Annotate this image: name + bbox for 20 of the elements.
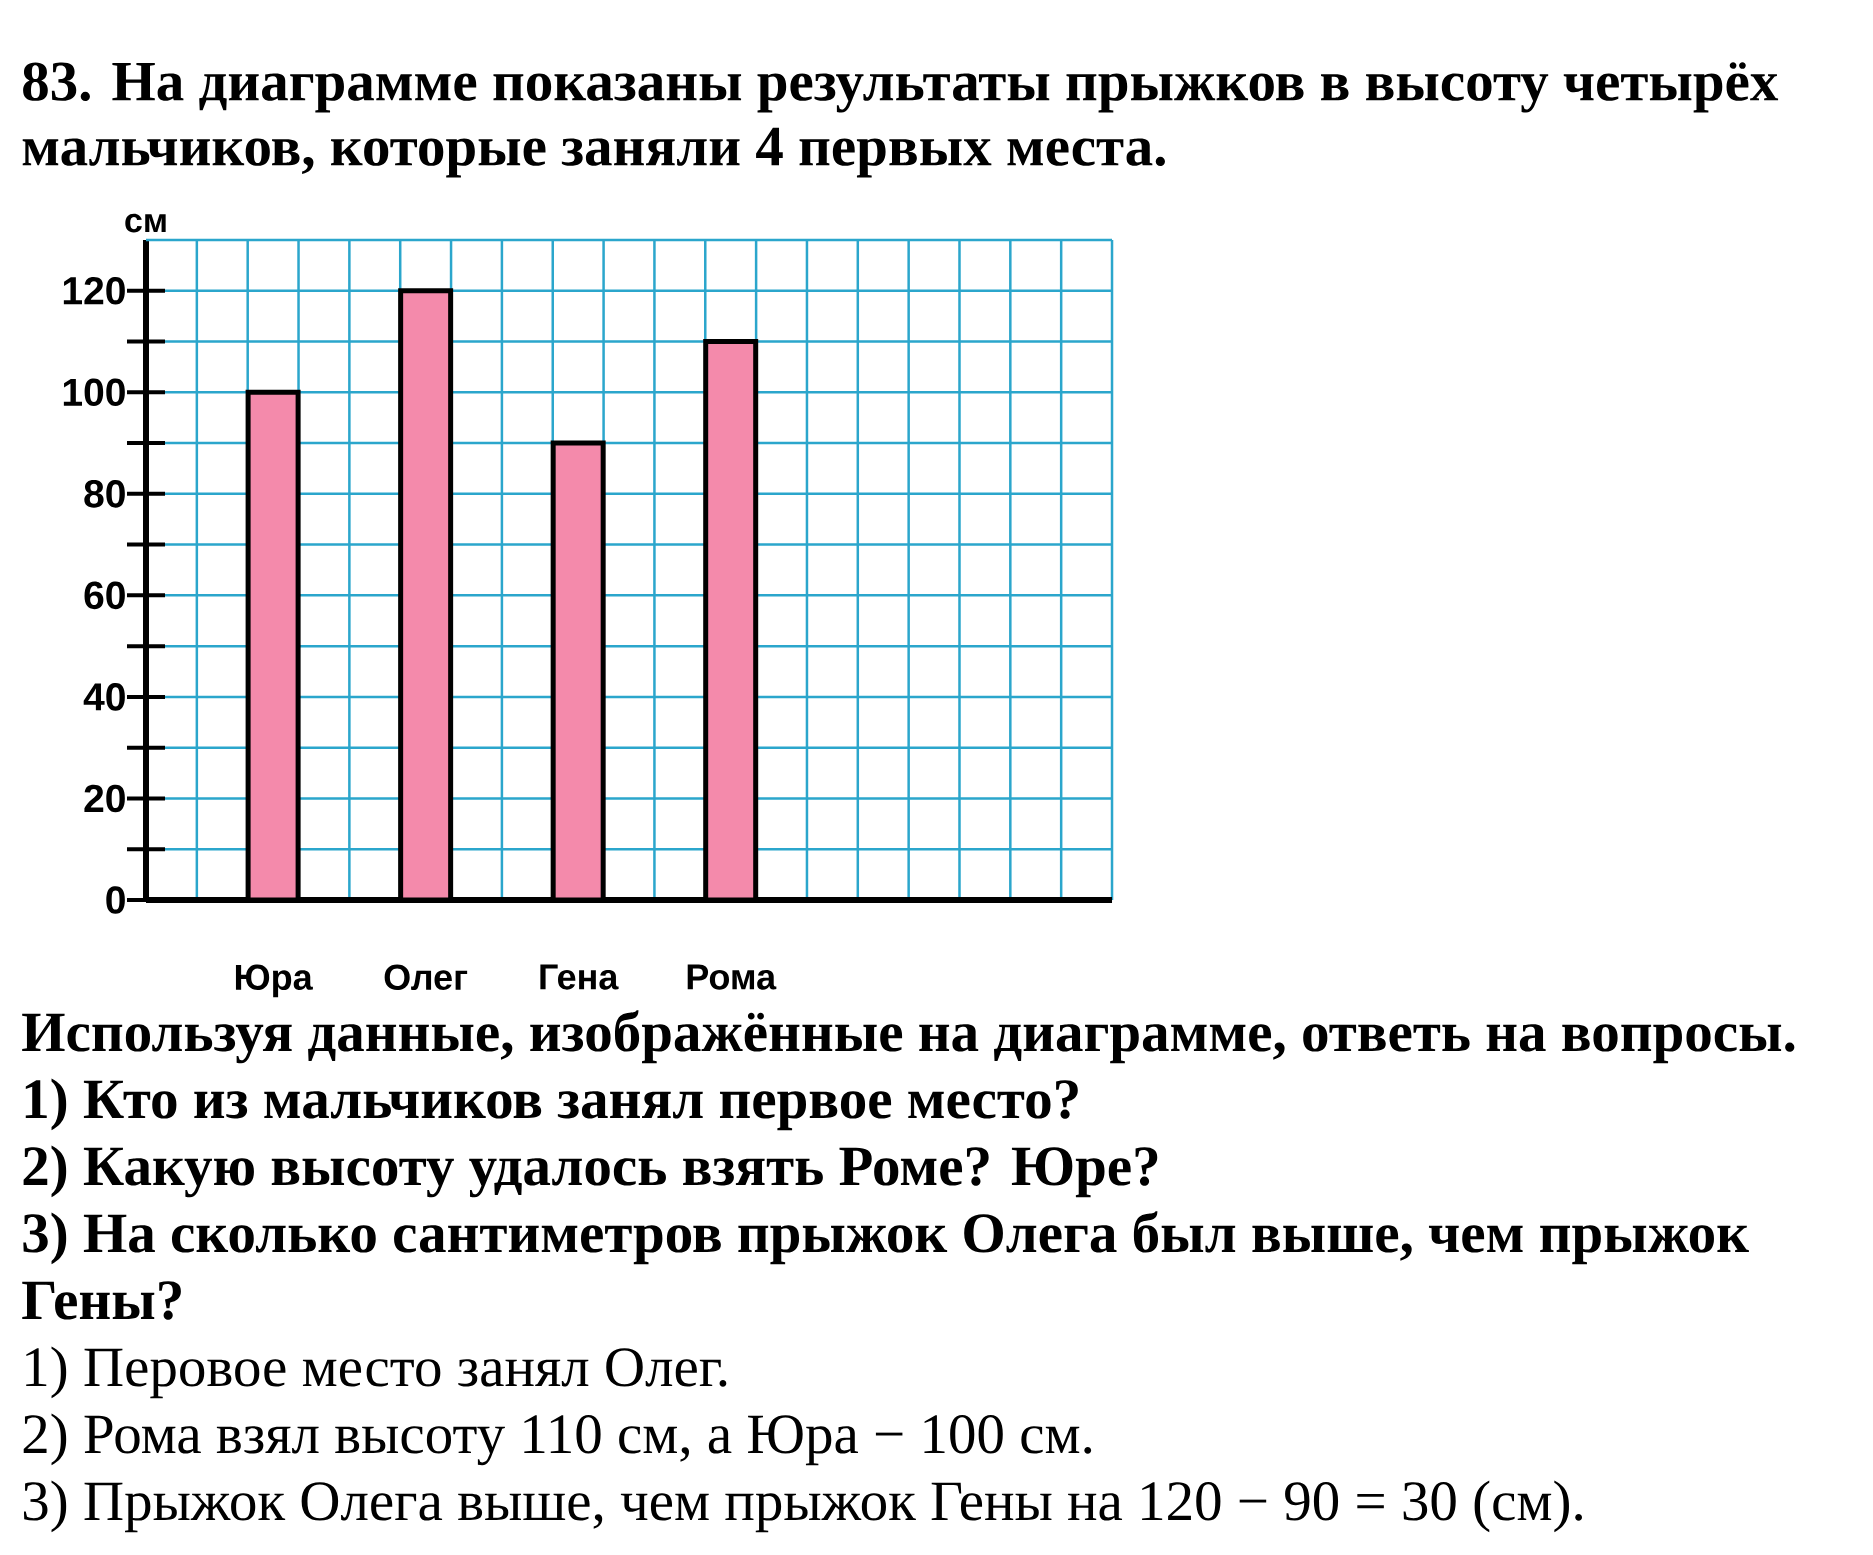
- x-tick-label: Гена: [540, 964, 619, 990]
- y-tick-label: 100: [63, 378, 125, 407]
- text: 1) Перовое место занял Олег.: [26, 1346, 727, 1399]
- text: 3) На сколько сантиметров прыжок Олега был выше, чем прыжок Гены?: [22, 1211, 1749, 1320]
- text: 1) Кто из мальчиков занял первое место?: [25, 1078, 1078, 1131]
- y-tick-label: 60: [84, 581, 125, 610]
- x-tick-label: Олег: [384, 964, 468, 991]
- y-tick-label: 40: [83, 683, 125, 711]
- y-tick-label: 120: [63, 276, 125, 305]
- text: 2) Какую высоту удалось взять Роме? Юре?: [23, 1145, 1158, 1198]
- y-axis-title: см: [125, 213, 166, 233]
- x-tick-label: Юра: [235, 964, 313, 998]
- chart-title: 83. На диаграмме показаны результаты прыжков в высоту четырёх мальчиков, которые заняли 4 первых места.: [22, 62, 1779, 178]
- text: 2) Рома взял высоту 110 см, а Юра − 100 см.: [23, 1413, 1092, 1466]
- text: 3) Прыжок Олега выше, чем прыжок Гены на 120 − 90 = 30 (см).: [23, 1480, 1582, 1533]
- text: Используя данные, изображённые на диаграмме, ответь на вопросы.: [22, 1010, 1795, 1064]
- y-tick-label: 0: [106, 886, 125, 914]
- y-tick-label: 20: [84, 784, 125, 813]
- y-tick-label: 80: [84, 480, 125, 508]
- x-tick-label: Рома: [687, 964, 777, 990]
